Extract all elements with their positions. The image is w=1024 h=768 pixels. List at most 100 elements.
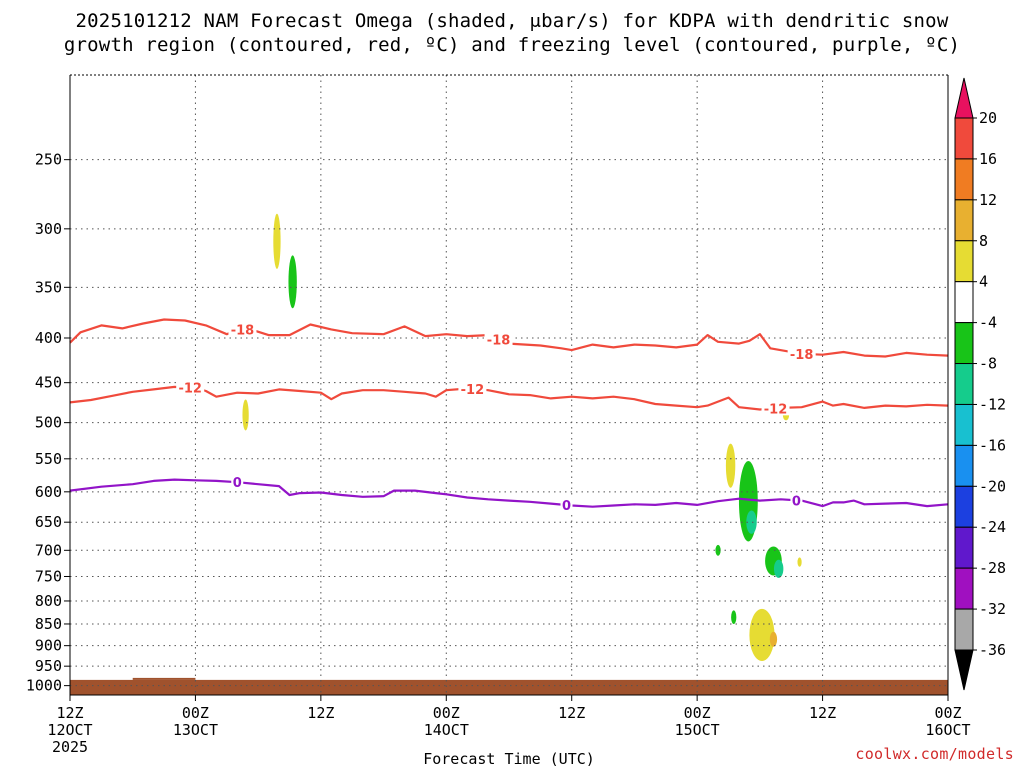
chart-title-line-2: growth region (contoured, red, ºC) and f… xyxy=(63,34,961,56)
y-tick-label: 350 xyxy=(35,278,62,296)
grid-lines xyxy=(70,75,948,695)
colorbar-label: 20 xyxy=(979,109,997,127)
colorbar-label: -32 xyxy=(979,600,1006,618)
colorbar-band xyxy=(954,567,974,610)
colorbar-top-arrow xyxy=(954,77,974,119)
y-tick-label: 500 xyxy=(35,414,62,432)
contour-lines: -18 -18 -18 -12 -12 -12 0 0 0 xyxy=(69,318,949,514)
colorbar-label: -4 xyxy=(979,314,997,332)
y-tick-label: 550 xyxy=(35,450,62,468)
x-tick-label: 12Z xyxy=(809,704,836,722)
colorbar-label: -12 xyxy=(979,395,1006,413)
y-tick-label: 950 xyxy=(35,657,62,675)
y-tick-label: 600 xyxy=(35,483,62,501)
omega-region xyxy=(746,510,757,534)
omega-shading xyxy=(242,213,802,662)
colorbar-label: 16 xyxy=(979,150,997,168)
colorbar-band xyxy=(954,199,974,242)
colorbar-band xyxy=(954,608,974,651)
x-tick-label: 12Z xyxy=(56,704,83,722)
contour-label-bg xyxy=(231,474,244,490)
y-tick-label: 700 xyxy=(35,541,62,559)
x-tick-label: 16OCT xyxy=(925,721,970,739)
contour-label-bg xyxy=(787,345,816,361)
surface-bump xyxy=(132,677,196,680)
contour-label-bg xyxy=(176,379,205,395)
contour-line xyxy=(69,478,949,508)
axes: 250 300 350 400 450 500 550 600 650 700 750 800 850 9… xyxy=(26,74,971,768)
colorbar-label: -16 xyxy=(979,436,1006,454)
contour-label: 0 xyxy=(792,494,801,509)
colorbar-label: -28 xyxy=(979,559,1006,577)
contour-label: -12 xyxy=(178,381,202,396)
y-tick-label: 300 xyxy=(35,220,62,238)
y-tick-label: 800 xyxy=(35,592,62,610)
omega-region xyxy=(242,399,249,431)
y-tick-label: 400 xyxy=(35,329,62,347)
contour-label-bg xyxy=(458,380,487,396)
contour-label: 0 xyxy=(562,499,571,514)
omega-region xyxy=(273,213,281,269)
contour-label-bg xyxy=(790,492,803,508)
contour-label: -12 xyxy=(764,402,788,417)
colorbar-band xyxy=(954,363,974,405)
contour-label: -18 xyxy=(790,348,814,363)
omega-region xyxy=(288,255,297,309)
surface-fill xyxy=(70,679,948,695)
y-tick-label: 900 xyxy=(35,637,62,655)
omega-region xyxy=(725,443,736,488)
colorbar-band xyxy=(954,526,974,569)
colorbar-band xyxy=(954,240,974,283)
x-tick-label: 14OCT xyxy=(424,721,469,739)
colorbar-bottom-arrow xyxy=(954,649,974,691)
colorbar-band xyxy=(954,281,974,324)
x-axis-label: Forecast Time (UTC) xyxy=(423,750,595,768)
omega-region xyxy=(715,544,721,556)
x-tick-label: 00Z xyxy=(433,704,460,722)
colorbar-label: -20 xyxy=(979,477,1006,495)
x-tick-label: 12Z xyxy=(307,704,334,722)
x-tick-label: 00Z xyxy=(934,704,961,722)
x-tick-label: 2025 xyxy=(52,738,88,756)
contour-line xyxy=(69,318,949,358)
x-tick-label: 00Z xyxy=(684,704,711,722)
contour-label: -18 xyxy=(487,333,511,348)
x-tick-label: 13OCT xyxy=(173,721,218,739)
colorbar-label: 8 xyxy=(979,232,988,250)
omega-region xyxy=(769,631,778,647)
credit-text: coolwx.com/models xyxy=(855,745,1014,763)
colorbar: 20 16 12 8 4 -4 -8 -12 -16 -20 -24 -28 -32 -36 xyxy=(954,77,1006,691)
x-tick-label: 12OCT xyxy=(47,721,92,739)
colorbar-band xyxy=(954,485,974,528)
chart-title-line-1: 2025101212 NAM Forecast Omega (shaded, μ… xyxy=(75,10,949,32)
omega-region xyxy=(773,559,784,578)
y-tick-label: 250 xyxy=(35,151,62,169)
omega-region xyxy=(797,557,802,567)
surface-terrain xyxy=(70,677,948,695)
contour-label: -18 xyxy=(231,323,255,338)
contour-label-bg xyxy=(484,331,513,347)
omega-region xyxy=(749,608,775,662)
colorbar-label: -24 xyxy=(979,518,1006,536)
x-tick-label: 12Z xyxy=(558,704,585,722)
colorbar-band xyxy=(954,158,974,201)
y-tick-label: 1000 xyxy=(26,677,62,695)
x-tick-label: 15OCT xyxy=(675,721,720,739)
omega-region xyxy=(731,610,737,625)
y-tick-label: 850 xyxy=(35,615,62,633)
contour-label: 0 xyxy=(233,476,242,491)
y-tick-label: 450 xyxy=(35,374,62,392)
colorbar-label: -8 xyxy=(979,355,997,373)
colorbar-band xyxy=(954,444,974,487)
y-tick-label: 750 xyxy=(35,567,62,585)
x-tick-label: 00Z xyxy=(182,704,209,722)
colorbar-label: 12 xyxy=(979,191,997,209)
y-tick-label: 650 xyxy=(35,513,62,531)
colorbar-label: -36 xyxy=(979,641,1006,659)
colorbar-band xyxy=(954,117,974,160)
colorbar-band xyxy=(954,403,974,446)
colorbar-band xyxy=(954,322,974,365)
contour-line xyxy=(69,385,949,411)
contour-label: -12 xyxy=(461,383,485,398)
